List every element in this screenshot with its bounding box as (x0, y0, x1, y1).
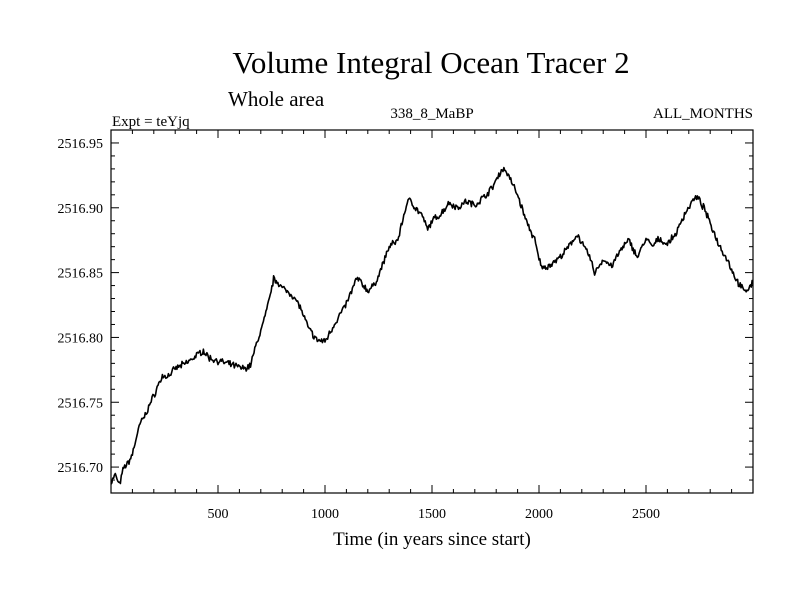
series-line (110, 166, 754, 485)
x-tick-label: 2000 (525, 507, 553, 522)
x-axis-label: Time (in years since start) (333, 529, 531, 550)
x-axis-ticks: 500 1000 1500 2000 2500 (131, 130, 733, 522)
series-layer (110, 166, 754, 485)
y-tick-label: 2516.75 (58, 396, 104, 411)
season-label: ALL_MONTHS (653, 106, 753, 122)
chart-title: Volume Integral Ocean Tracer 2 (232, 45, 629, 80)
run-label: 338_8_MaBP (390, 106, 473, 122)
y-tick-label: 2516.70 (58, 461, 104, 476)
x-tick-label: 2500 (632, 507, 660, 522)
x-tick-label: 500 (208, 507, 229, 522)
y-tick-label: 2516.80 (58, 331, 104, 346)
y-tick-label: 2516.90 (58, 202, 104, 217)
x-tick-label: 1500 (418, 507, 446, 522)
x-tick-label: 1000 (311, 507, 339, 522)
y-tick-label: 2516.85 (58, 267, 104, 282)
chart-subtitle: Whole area (228, 87, 325, 111)
y-axis-ticks: 2516.70 2516.75 2516.80 2516.85 2516.90 2516.… (58, 129, 753, 494)
plot-frame (110, 129, 754, 494)
y-tick-label: 2516.95 (58, 137, 104, 152)
expt-label: Expt = teYjq (112, 114, 190, 130)
